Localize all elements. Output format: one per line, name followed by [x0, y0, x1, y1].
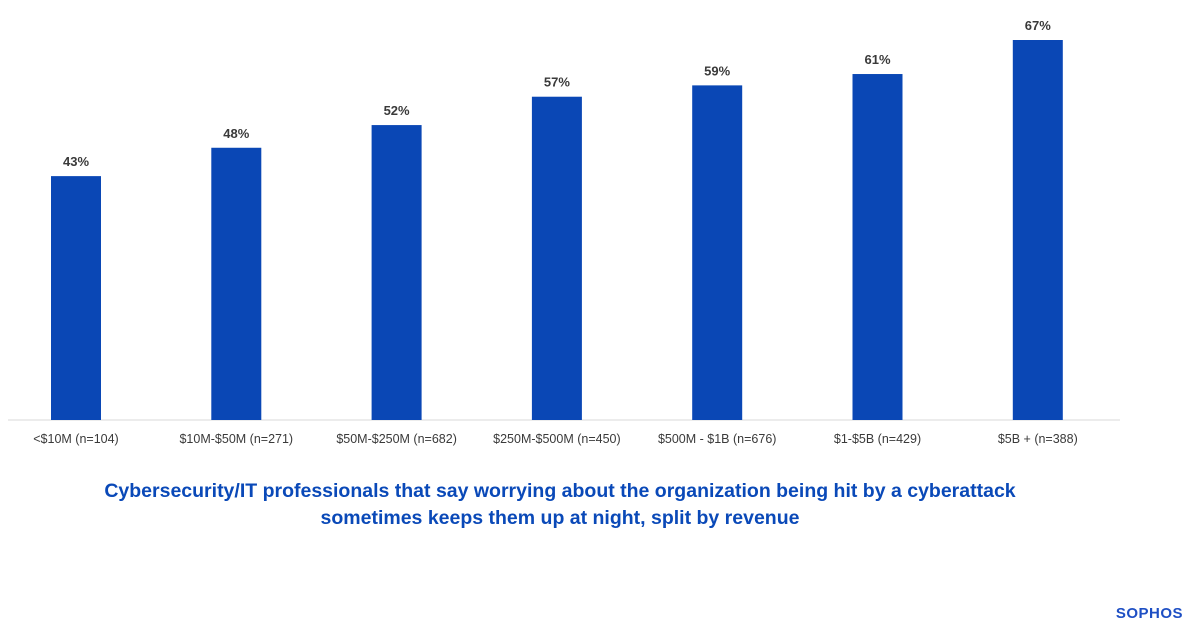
value-label-6: 67% — [1025, 18, 1051, 33]
bar-6 — [1012, 40, 1063, 420]
bar-chart: 43% 48% 52% 57% 59% 61% 67% <$10M (n=104) $10M-… — [8, 18, 1120, 446]
category-label-1: $10M-$50M (n=271) — [179, 432, 293, 446]
category-labels-group: <$10M (n=104) $10M-$50M (n=271) $50M-$250M… — [33, 432, 1078, 446]
sophos-logo: SOPHOS — [1115, 605, 1183, 622]
category-label-4: $500M - $1B (n=676) — [658, 432, 776, 446]
bar-4 — [692, 85, 743, 420]
category-label-6: $5B + (n=388) — [998, 432, 1078, 446]
bar-5 — [852, 74, 903, 421]
category-label-0: <$10M (n=104) — [33, 432, 118, 446]
value-label-4: 59% — [704, 63, 730, 78]
category-label-3: $250M-$500M (n=450) — [493, 432, 621, 446]
bar-1 — [211, 147, 262, 420]
bar-2 — [371, 125, 422, 421]
value-labels-group: 43% 48% 52% 57% 59% 61% 67% — [63, 18, 1051, 169]
value-label-5: 61% — [864, 52, 890, 67]
chart-caption: Cybersecurity/IT professionals that say … — [0, 478, 1120, 532]
value-label-2: 52% — [384, 103, 410, 118]
value-label-1: 48% — [223, 126, 249, 141]
caption-line-2: sometimes keeps them up at night, split … — [320, 507, 800, 529]
value-label-0: 43% — [63, 154, 89, 169]
bar-3 — [531, 96, 582, 420]
bars-group — [51, 40, 1063, 421]
bar-0 — [51, 176, 101, 420]
category-label-2: $50M-$250M (n=682) — [336, 432, 457, 446]
caption-line-1: Cybersecurity/IT professionals that say … — [104, 480, 1016, 502]
value-label-3: 57% — [544, 75, 570, 90]
category-label-5: $1-$5B (n=429) — [834, 432, 921, 446]
